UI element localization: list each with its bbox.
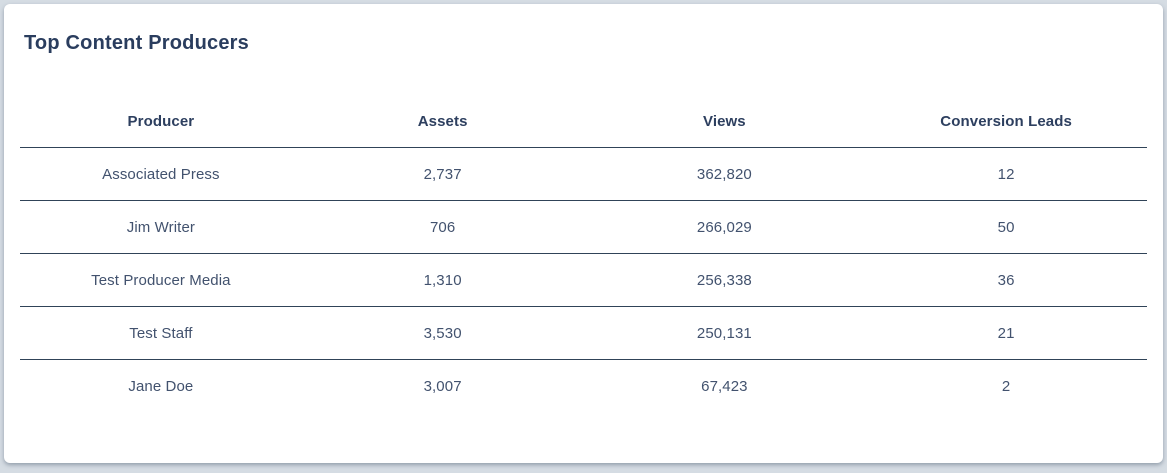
cell-conversion-leads: 36 [997,271,1015,289]
cell-producer: Test Producer Media [91,271,231,289]
top-content-producers-card: Top Content Producers Producer Assets Vi… [4,4,1163,463]
cell-views: 67,423 [701,377,748,395]
card-title: Top Content Producers [24,32,249,54]
cell-assets: 1,310 [423,271,462,289]
table-row: Test Producer Media 1,310 256,338 36 [20,254,1147,307]
cell-views: 266,029 [696,218,752,236]
producers-table: Producer Assets Views Conversion Leads A… [20,95,1147,412]
cell-conversion-leads: 21 [997,324,1015,342]
cell-producer: Jim Writer [126,218,195,236]
cell-views: 250,131 [696,324,752,342]
cell-views: 256,338 [696,271,752,289]
cell-producer: Jane Doe [128,377,194,395]
column-header-assets: Assets [417,112,468,130]
cell-assets: 3,530 [423,324,462,342]
cell-conversion-leads: 2 [1001,377,1011,395]
cell-assets: 2,737 [423,165,462,183]
column-header-producer: Producer [127,112,195,130]
cell-views: 362,820 [696,165,752,183]
cell-producer: Associated Press [102,165,220,183]
table-row: Jim Writer 706 266,029 50 [20,201,1147,254]
cell-producer: Test Staff [129,324,193,342]
column-header-conversion-leads: Conversion Leads [940,112,1072,130]
cell-assets: 3,007 [423,377,462,395]
cell-conversion-leads: 50 [997,218,1015,236]
table-header-row: Producer Assets Views Conversion Leads [20,95,1147,148]
table-row: Associated Press 2,737 362,820 12 [20,148,1147,201]
table-row: Test Staff 3,530 250,131 21 [20,307,1147,360]
cell-conversion-leads: 12 [997,165,1015,183]
table-row: Jane Doe 3,007 67,423 2 [20,360,1147,412]
column-header-views: Views [702,112,746,130]
cell-assets: 706 [429,218,456,236]
